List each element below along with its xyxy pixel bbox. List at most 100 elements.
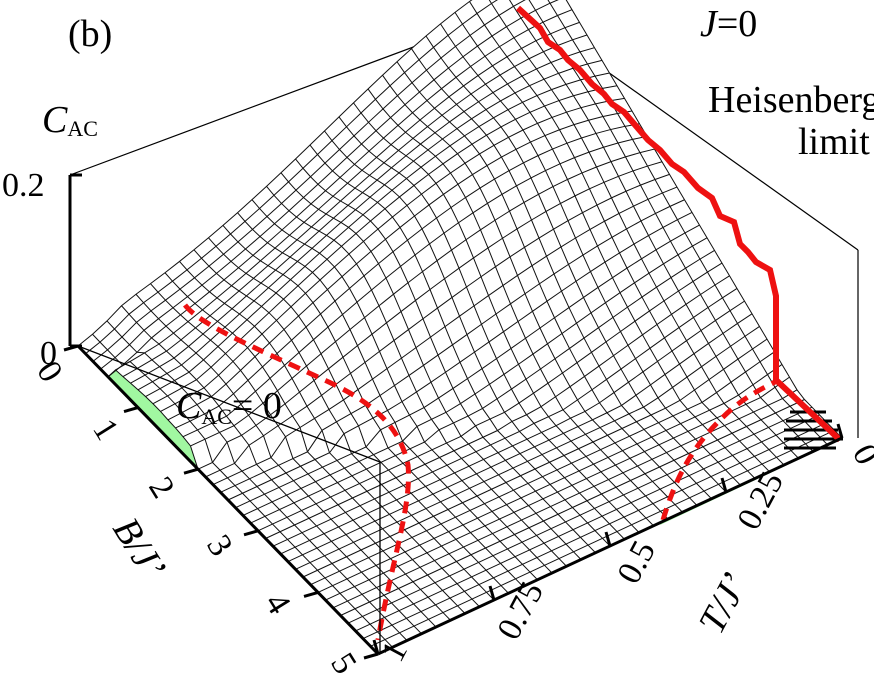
surface-patch — [448, 524, 471, 540]
surface-patch — [310, 555, 332, 571]
surface-patch — [601, 487, 624, 502]
surface-patch — [204, 406, 227, 424]
surface-patch — [479, 117, 501, 136]
surface-patch — [412, 552, 435, 568]
mesh-line-b — [92, 0, 526, 362]
surface-patch — [233, 347, 255, 371]
surface-patch — [488, 238, 510, 267]
surface-patch — [340, 586, 362, 602]
surface-patch — [334, 227, 356, 247]
surface-patch — [496, 303, 518, 332]
surface-patch — [274, 181, 296, 204]
surface-patch — [330, 490, 353, 505]
surface-patch — [209, 254, 231, 274]
surface-patch — [455, 1, 477, 25]
surface-patch — [263, 425, 286, 458]
surface-patch — [346, 550, 369, 565]
surface-patch — [383, 566, 406, 581]
surface-patch — [648, 192, 670, 214]
surface-patch — [295, 145, 318, 169]
surface-patch — [673, 409, 695, 424]
surface-patch — [246, 260, 268, 279]
t-tickmark — [720, 477, 728, 493]
surface-patch — [477, 36, 500, 57]
t-tickmark — [836, 423, 844, 439]
surface-patch — [390, 529, 412, 545]
surface-patch — [188, 309, 210, 328]
mesh-line-b — [220, 199, 685, 493]
surface-patch — [365, 395, 388, 419]
surface-patch — [309, 533, 332, 549]
surface-patch — [231, 273, 254, 291]
mesh-line-b — [317, 364, 783, 593]
surface-patch — [322, 460, 345, 475]
surface-patch — [616, 502, 639, 518]
surface-patch — [470, 24, 492, 47]
mesh-line-b — [347, 406, 813, 624]
surface-patch — [160, 403, 183, 420]
surface-patch — [187, 285, 210, 304]
surface-patch — [535, 484, 558, 499]
surface-patch — [404, 500, 426, 516]
surface-patch — [761, 435, 784, 450]
surface-patch — [397, 48, 419, 73]
surface-patch — [545, 129, 567, 150]
surface-patch — [462, 13, 485, 36]
surface-patch — [442, 104, 464, 122]
surface-patch — [672, 377, 695, 401]
surface-patch — [338, 520, 361, 535]
surface-patch — [485, 46, 507, 66]
surface-patch — [296, 203, 319, 223]
surface-patch — [432, 443, 454, 458]
surface-patch — [322, 421, 344, 453]
surface-patch — [479, 145, 502, 166]
surface-patch — [122, 322, 144, 345]
surface-patch — [293, 473, 316, 489]
surface-patch — [406, 144, 428, 162]
surface-patch — [675, 497, 697, 513]
surface-patch — [318, 196, 341, 214]
surface-patch — [520, 446, 542, 462]
surface-patch — [616, 480, 638, 495]
surface-patch — [407, 194, 429, 216]
surface-patch — [666, 423, 688, 439]
surface-patch — [622, 421, 644, 437]
surface-patch — [575, 229, 598, 256]
surface-patch — [456, 532, 478, 548]
surface-patch — [381, 455, 403, 471]
surface-patch — [449, 569, 472, 584]
surface-patch — [558, 507, 580, 522]
surface-patch — [238, 255, 261, 274]
surface-patch — [279, 502, 302, 518]
surface-patch — [695, 410, 717, 425]
surface-patch — [607, 428, 630, 443]
surface-patch — [604, 213, 627, 238]
surface-patch — [417, 419, 439, 443]
surface-patch — [420, 108, 442, 127]
surface-patch — [436, 173, 458, 195]
surface-patch — [471, 548, 493, 563]
surface-patch — [263, 390, 285, 415]
surface-patch — [482, 398, 505, 420]
surface-patch — [271, 473, 294, 488]
surface-patch — [747, 441, 769, 457]
b-tick-2: 2 — [141, 471, 181, 505]
surface-patch — [248, 403, 271, 426]
surface-patch — [114, 314, 137, 337]
boundary-lines — [183, 5, 843, 641]
surface-patch — [238, 229, 260, 250]
surface-patch — [167, 387, 190, 404]
surface-patch — [710, 447, 733, 463]
surface-patch — [355, 175, 377, 193]
surface-patch — [402, 391, 424, 416]
surface-patch — [268, 252, 290, 271]
surface-patch — [492, 526, 515, 542]
surface-patch — [565, 515, 588, 530]
surface-patch — [652, 474, 675, 490]
surface-patch — [537, 117, 560, 136]
surface-patch — [407, 228, 430, 255]
surface-patch — [507, 48, 529, 67]
surface-patch — [217, 308, 240, 328]
surface-patch — [519, 423, 542, 440]
surface-patch — [397, 82, 420, 105]
